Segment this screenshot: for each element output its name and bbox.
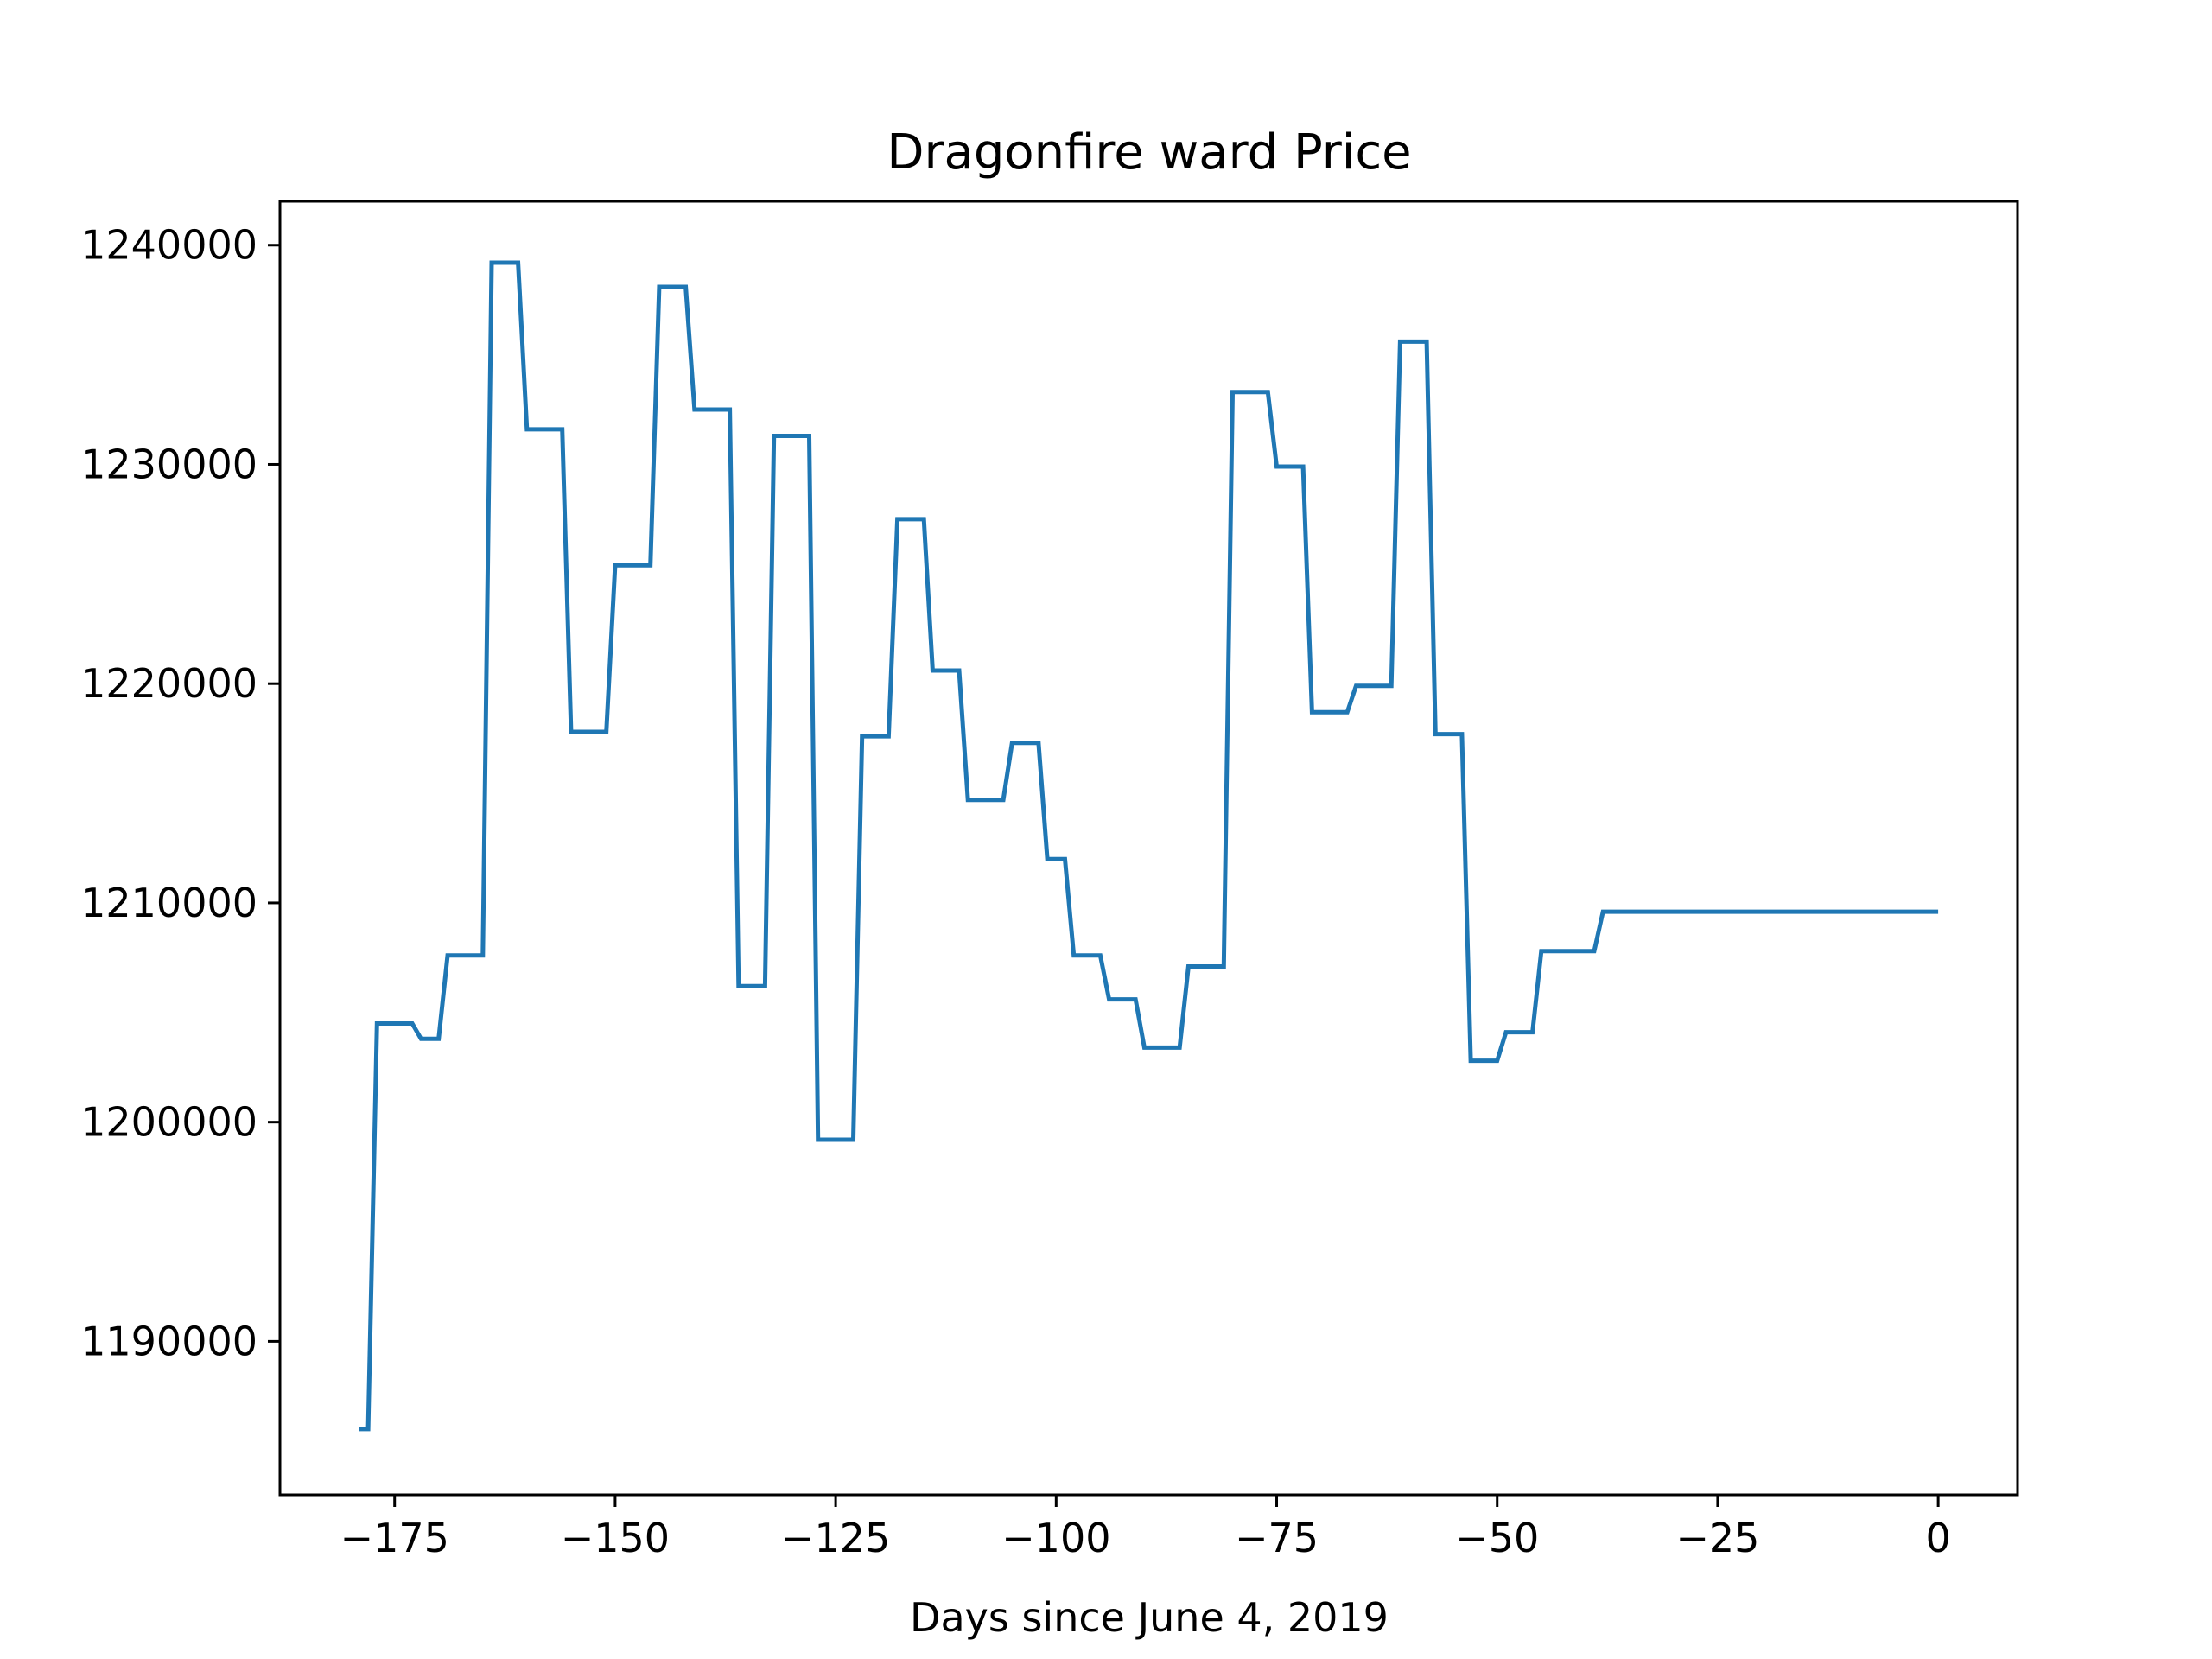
x-tick-label: −25 (1675, 1515, 1759, 1561)
y-tick-label: 1200000 (80, 1099, 257, 1146)
x-axis-ticks: −175 −150 −125 −100 −75 −50 −25 0 (340, 1495, 1951, 1561)
plot-area (359, 260, 1939, 1432)
y-tick-label: 1230000 (80, 441, 257, 487)
price-series-line (359, 260, 1939, 1432)
y-axis-ticks: 1190000 1200000 1210000 1220000 1230000 12400… (80, 222, 280, 1364)
y-tick-label: 1220000 (80, 660, 257, 707)
x-tick-label: −150 (561, 1515, 670, 1561)
chart-title: Dragonfire ward Price (887, 124, 1411, 181)
x-axis-label: Days since June 4, 2019 (910, 1594, 1389, 1641)
x-tick-label: −100 (1001, 1515, 1110, 1561)
x-tick-label: 0 (1925, 1515, 1950, 1561)
x-tick-label: −50 (1455, 1515, 1539, 1561)
y-tick-label: 1190000 (80, 1318, 257, 1364)
y-tick-label: 1210000 (80, 880, 257, 926)
x-tick-label: −175 (340, 1515, 449, 1561)
plot-frame (278, 200, 2019, 1497)
x-tick-label: −125 (781, 1515, 890, 1561)
y-tick-label: 1240000 (80, 222, 257, 269)
x-tick-label: −75 (1235, 1515, 1319, 1561)
